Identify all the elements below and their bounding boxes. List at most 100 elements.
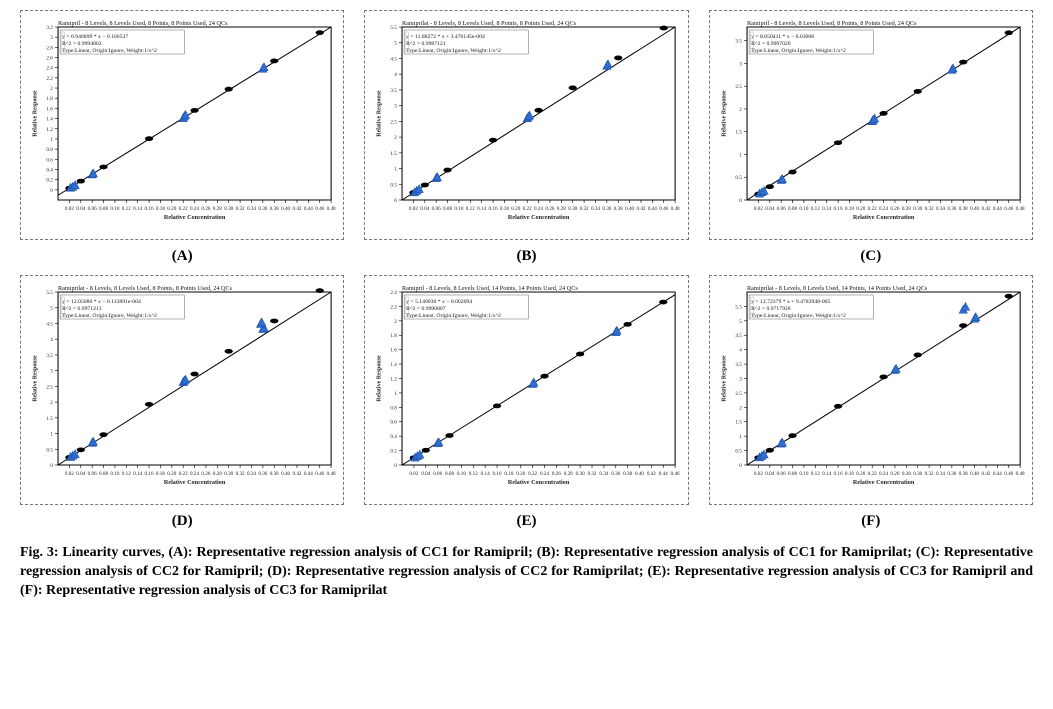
svg-text:0.16: 0.16 (489, 206, 499, 212)
svg-text:4.5: 4.5 (391, 57, 398, 63)
svg-text:1.6: 1.6 (46, 106, 53, 112)
svg-text:0.22: 0.22 (179, 206, 189, 212)
svg-text:0.6: 0.6 (391, 420, 398, 426)
svg-text:Relative Response: Relative Response (721, 90, 727, 137)
svg-text:0.18: 0.18 (156, 471, 166, 477)
svg-text:y = 5.140030 * x − 0.002094: y = 5.140030 * x − 0.002094 (406, 299, 472, 305)
svg-text:0.36: 0.36 (947, 471, 957, 477)
caption-f-label: (F): (20, 583, 46, 598)
svg-text:0.4: 0.4 (46, 168, 53, 174)
svg-text:0.34: 0.34 (936, 206, 946, 212)
svg-text:0.44: 0.44 (993, 471, 1003, 477)
svg-text:0.02: 0.02 (754, 471, 764, 477)
panel-letter-C: (C) (709, 248, 1033, 265)
svg-text:0.10: 0.10 (110, 206, 120, 212)
panel-B: 0.020.040.060.080.100.120.140.160.180.20… (364, 10, 688, 265)
svg-text:2.4: 2.4 (46, 66, 53, 72)
svg-text:0.30: 0.30 (913, 471, 923, 477)
svg-text:1: 1 (395, 167, 398, 173)
svg-text:0.5: 0.5 (391, 182, 398, 188)
svg-text:1: 1 (739, 153, 742, 159)
svg-text:0.42: 0.42 (647, 471, 657, 477)
svg-text:0.36: 0.36 (612, 471, 622, 477)
svg-text:1.2: 1.2 (46, 127, 53, 133)
caption-c-label: (C): (916, 545, 944, 560)
svg-text:0.40: 0.40 (970, 206, 980, 212)
svg-text:0.46: 0.46 (315, 206, 325, 212)
svg-text:y = 11.88272 * x + 3.470145e-0: y = 11.88272 * x + 3.470145e-004 (406, 34, 485, 40)
svg-text:Type:Linear, Origin:Ignore, We: Type:Linear, Origin:Ignore, Weight:1/x^2 (62, 48, 157, 54)
plot-svg-B: 0.020.040.060.080.100.120.140.160.180.20… (371, 17, 681, 222)
caption-e-label: (E): (647, 564, 674, 579)
panel-letter-D: (D) (20, 513, 344, 530)
svg-text:0.12: 0.12 (466, 206, 476, 212)
svg-text:0.48: 0.48 (1015, 471, 1025, 477)
svg-text:0.26: 0.26 (890, 206, 900, 212)
svg-text:0.16: 0.16 (145, 471, 155, 477)
svg-text:0.28: 0.28 (557, 206, 567, 212)
svg-text:y = 12.72379 * x + 9.4783948-0: y = 12.72379 * x + 9.4783948-005 (751, 299, 830, 305)
svg-text:0.20: 0.20 (167, 471, 177, 477)
svg-text:5: 5 (395, 41, 398, 47)
svg-text:Relative Concentration: Relative Concentration (853, 480, 915, 486)
svg-text:0.24: 0.24 (190, 471, 200, 477)
svg-text:0.44: 0.44 (993, 206, 1003, 212)
svg-text:0.22: 0.22 (528, 471, 538, 477)
figure-caption: Fig. 3: Linearity curves, (A): Represent… (20, 544, 1033, 601)
svg-text:4: 4 (50, 337, 53, 343)
svg-text:Relative Response: Relative Response (377, 355, 383, 402)
svg-text:0.28: 0.28 (213, 206, 223, 212)
svg-text:0.12: 0.12 (122, 206, 132, 212)
svg-text:Relative Response: Relative Response (32, 355, 38, 402)
svg-text:0.14: 0.14 (822, 206, 832, 212)
svg-text:0.22: 0.22 (523, 206, 533, 212)
svg-text:0.42: 0.42 (292, 206, 302, 212)
plot-svg-C: 0.020.040.060.080.100.120.140.160.180.20… (716, 17, 1026, 222)
svg-text:0.20: 0.20 (856, 471, 866, 477)
svg-text:0.36: 0.36 (258, 206, 268, 212)
svg-text:0.8: 0.8 (391, 405, 398, 411)
caption-d: Representative regression analysis of CC… (295, 564, 647, 579)
svg-text:0.10: 0.10 (455, 206, 465, 212)
svg-text:2.5: 2.5 (46, 384, 53, 390)
svg-text:0: 0 (50, 463, 53, 469)
svg-text:0.5: 0.5 (735, 175, 742, 181)
svg-text:0.08: 0.08 (99, 471, 109, 477)
svg-text:0.6: 0.6 (46, 157, 53, 163)
svg-text:2.5: 2.5 (391, 119, 398, 125)
svg-text:0.34: 0.34 (247, 471, 257, 477)
svg-text:1.4: 1.4 (46, 117, 53, 123)
svg-text:0.48: 0.48 (1015, 206, 1025, 212)
svg-text:0.38: 0.38 (270, 206, 280, 212)
svg-text:Type:Linear, Origin:Ignore, We: Type:Linear, Origin:Ignore, Weight:1/x^2 (62, 313, 157, 319)
svg-text:0.30: 0.30 (569, 206, 579, 212)
svg-text:0.14: 0.14 (481, 471, 491, 477)
svg-text:3: 3 (50, 369, 53, 375)
svg-text:0.14: 0.14 (477, 206, 487, 212)
svg-text:0.36: 0.36 (603, 206, 613, 212)
plotbox-C: 0.020.040.060.080.100.120.140.160.180.20… (709, 10, 1033, 240)
svg-text:1: 1 (395, 391, 398, 397)
svg-text:0.14: 0.14 (133, 206, 143, 212)
svg-text:0: 0 (739, 198, 742, 204)
svg-text:0.40: 0.40 (635, 471, 645, 477)
panel-F: 0.020.040.060.080.100.120.140.160.180.20… (709, 275, 1033, 530)
svg-text:0.28: 0.28 (213, 471, 223, 477)
svg-text:Relative Response: Relative Response (377, 90, 383, 137)
svg-text:0.12: 0.12 (810, 471, 820, 477)
svg-text:4.5: 4.5 (46, 322, 53, 328)
svg-text:0.14: 0.14 (133, 471, 143, 477)
svg-text:R^2 = 0.9994802: R^2 = 0.9994802 (62, 41, 102, 47)
svg-text:0.16: 0.16 (145, 206, 155, 212)
svg-text:0.44: 0.44 (648, 206, 658, 212)
svg-text:0.30: 0.30 (913, 206, 923, 212)
svg-text:2.4: 2.4 (391, 290, 398, 296)
svg-text:Relative Concentration: Relative Concentration (508, 215, 570, 221)
svg-text:5: 5 (739, 319, 742, 325)
svg-text:0.06: 0.06 (88, 206, 98, 212)
svg-text:0.5: 0.5 (46, 447, 53, 453)
svg-text:0.40: 0.40 (625, 206, 635, 212)
svg-text:1.8: 1.8 (391, 333, 398, 339)
svg-text:1.5: 1.5 (735, 130, 742, 136)
svg-text:4.5: 4.5 (735, 333, 742, 339)
